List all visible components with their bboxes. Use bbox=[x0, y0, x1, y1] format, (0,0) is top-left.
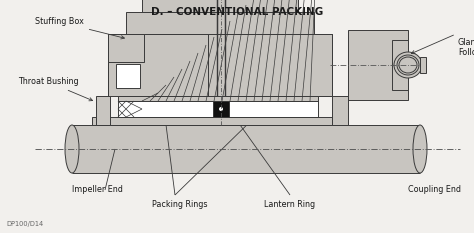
Bar bbox=[118, 101, 318, 117]
Text: Impeller End: Impeller End bbox=[72, 185, 123, 195]
Text: Stuffing Box: Stuffing Box bbox=[35, 17, 124, 39]
Bar bbox=[392, 40, 408, 90]
Bar bbox=[96, 96, 110, 125]
Text: Gland
Follower: Gland Follower bbox=[458, 38, 474, 57]
Bar bbox=[348, 30, 408, 100]
Text: Lantern Ring Connection: Lantern Ring Connection bbox=[0, 232, 1, 233]
Bar bbox=[118, 96, 318, 101]
Bar bbox=[208, 34, 332, 96]
Bar bbox=[126, 12, 314, 34]
Bar bbox=[116, 64, 140, 88]
Bar bbox=[108, 34, 332, 96]
Bar bbox=[142, 0, 298, 12]
Bar bbox=[118, 101, 318, 117]
Text: Coupling End: Coupling End bbox=[408, 185, 461, 195]
Ellipse shape bbox=[413, 125, 427, 173]
Bar bbox=[420, 57, 426, 73]
Bar bbox=[108, 117, 332, 125]
Ellipse shape bbox=[397, 55, 419, 75]
Ellipse shape bbox=[65, 125, 79, 173]
Bar bbox=[332, 96, 348, 125]
Bar bbox=[72, 125, 420, 173]
Bar bbox=[92, 117, 96, 125]
Ellipse shape bbox=[399, 57, 417, 73]
Bar bbox=[213, 101, 229, 117]
Circle shape bbox=[219, 107, 223, 111]
Text: D. – CONVENTIONAL PACKING: D. – CONVENTIONAL PACKING bbox=[151, 7, 323, 17]
Text: Packing Rings: Packing Rings bbox=[152, 200, 208, 209]
Text: DP100/D14: DP100/D14 bbox=[6, 221, 43, 227]
Ellipse shape bbox=[394, 52, 422, 78]
Text: Lantern Ring: Lantern Ring bbox=[264, 200, 316, 209]
Text: Throat Bushing: Throat Bushing bbox=[18, 78, 92, 101]
Bar bbox=[108, 34, 144, 62]
